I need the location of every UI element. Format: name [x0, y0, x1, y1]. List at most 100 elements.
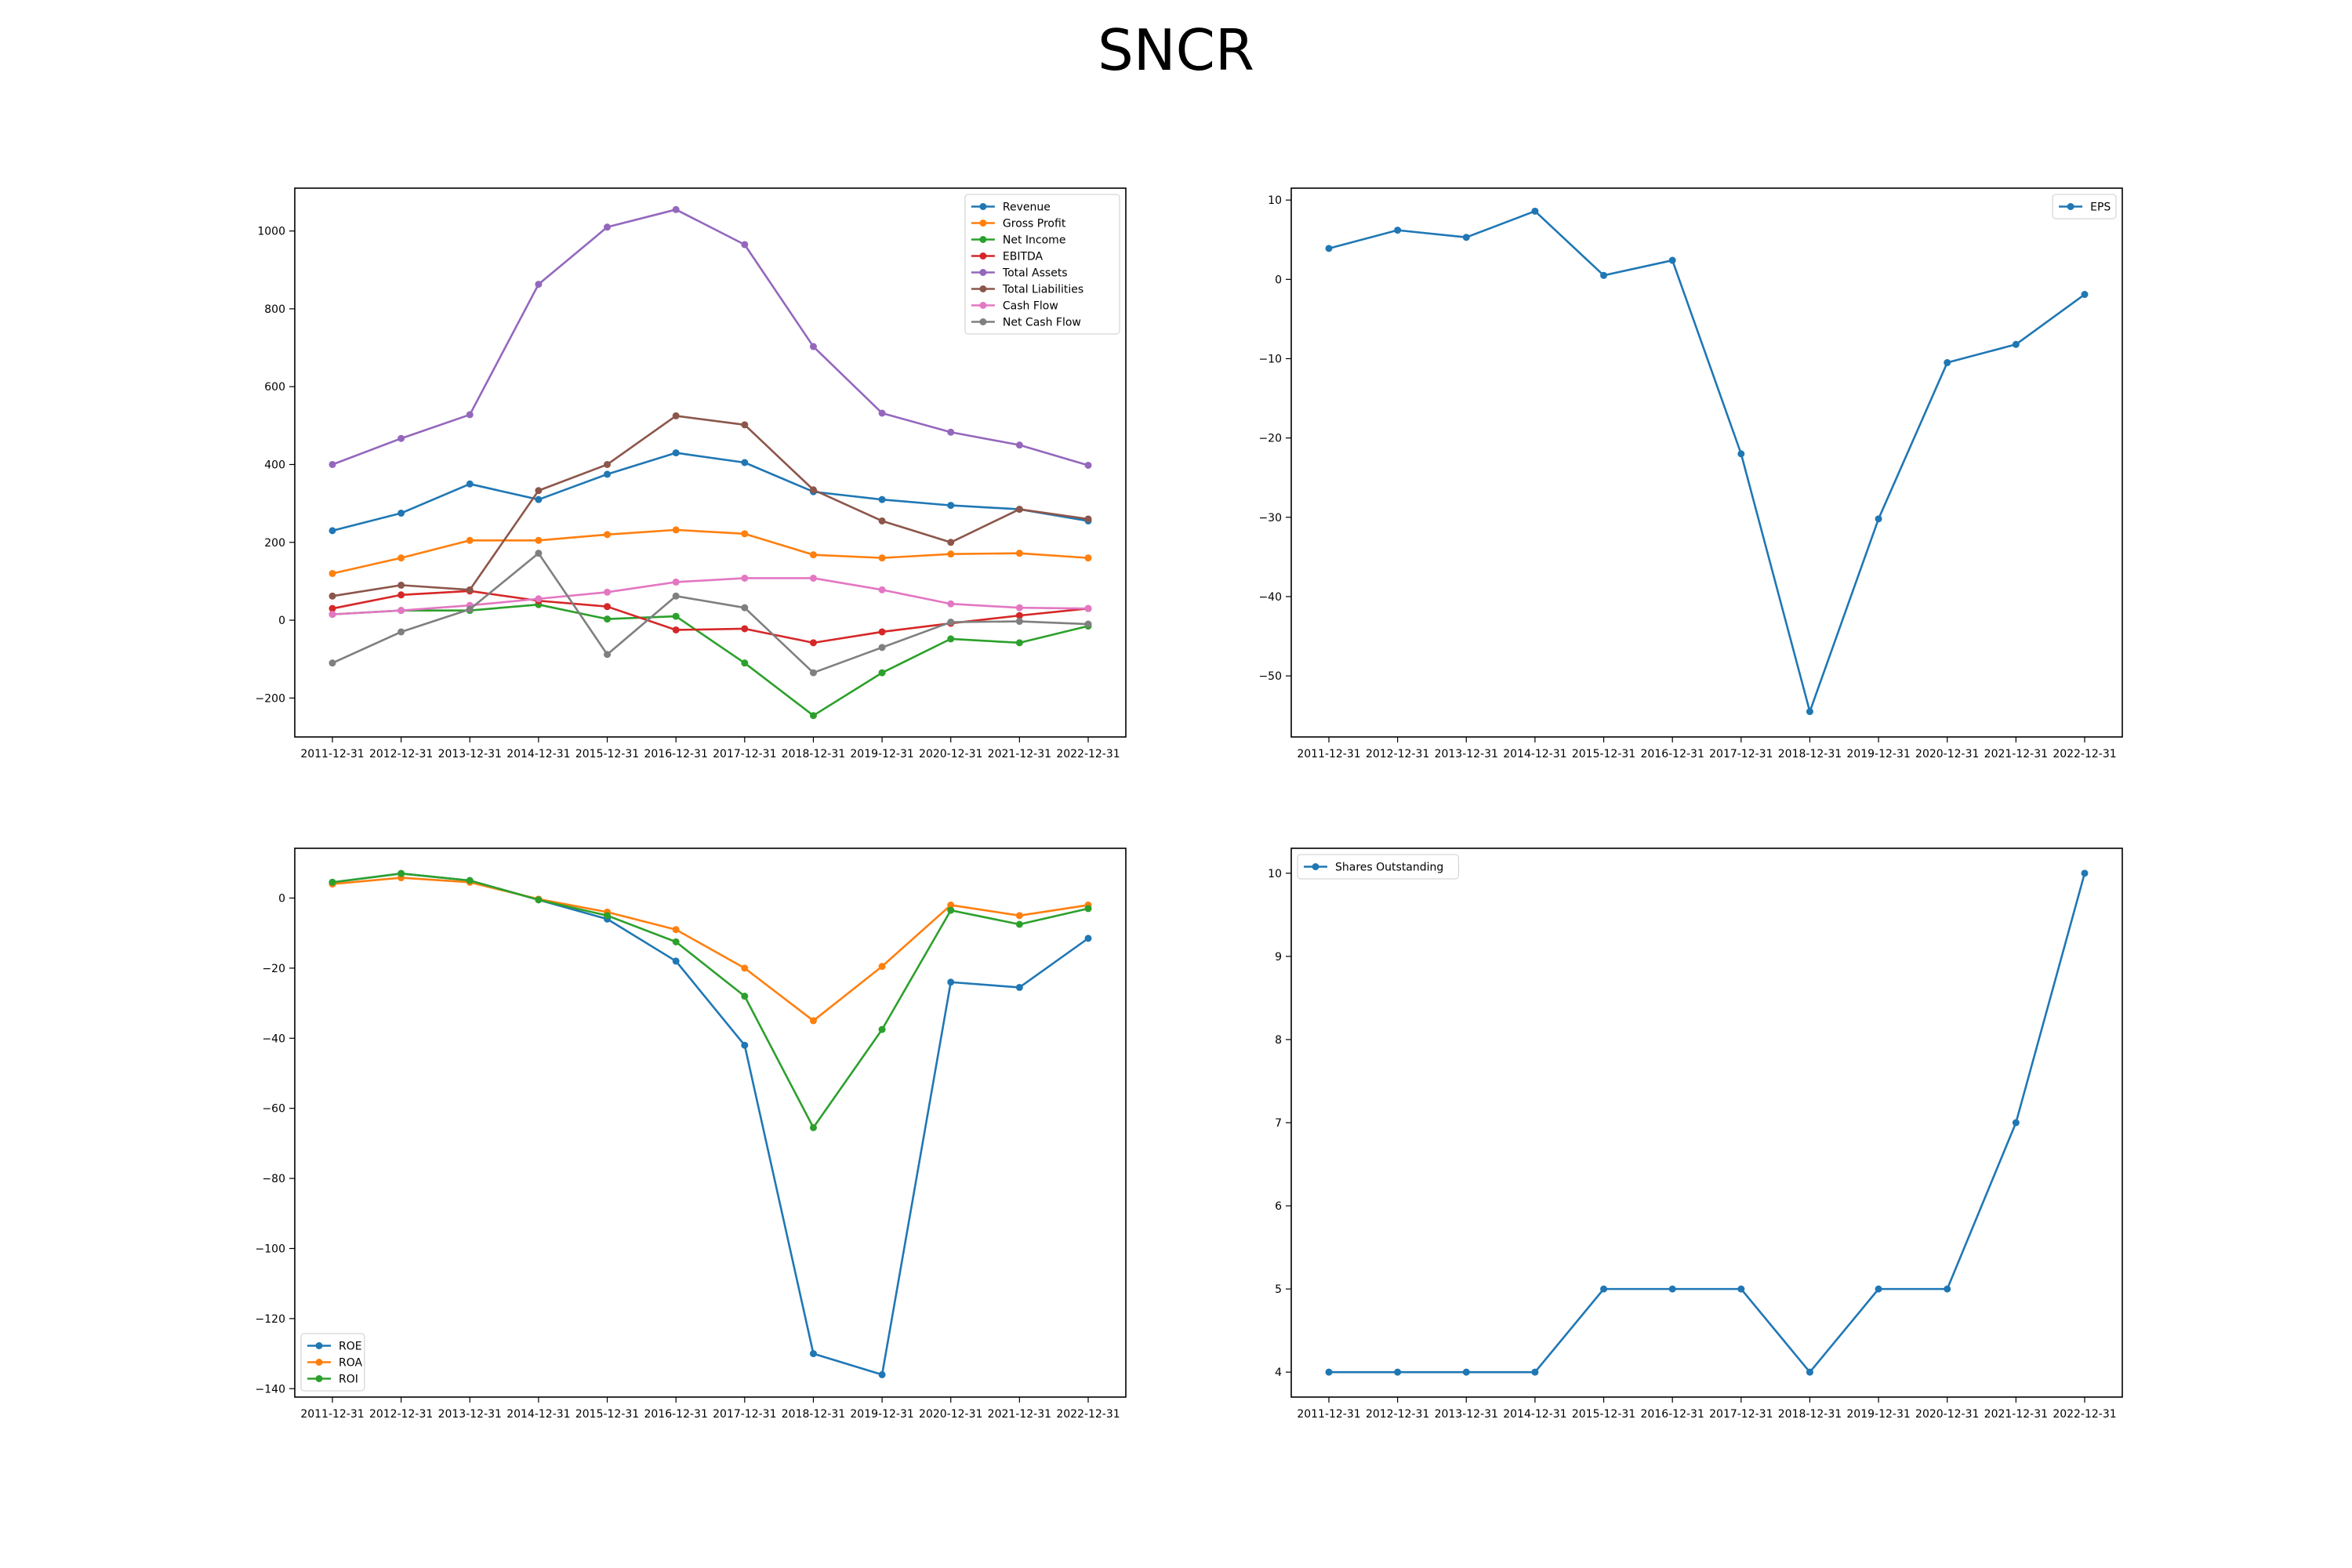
x-tick-label: 2016-12-31 [644, 748, 707, 760]
data-point [328, 604, 336, 612]
x-tick-label: 2013-12-31 [1435, 748, 1498, 760]
x-tick-label: 2018-12-31 [782, 1408, 845, 1421]
x-tick-label: 2021-12-31 [988, 748, 1051, 760]
data-point [878, 1025, 886, 1033]
y-tick-label: −30 [1258, 512, 1282, 524]
plot-frame [1290, 848, 2123, 1398]
series-line [332, 577, 1089, 615]
legend-label: EPS [2090, 201, 2111, 214]
legend-marker [315, 1359, 323, 1366]
data-point [397, 628, 405, 636]
series-roe [328, 869, 1092, 1378]
data-point [604, 588, 612, 596]
legend-box [1297, 854, 1459, 880]
x-tick-label: 2017-12-31 [1709, 1408, 1773, 1421]
data-point [809, 1017, 817, 1025]
x-tick-label: 2022-12-31 [2053, 748, 2116, 760]
data-point [1015, 550, 1023, 557]
x-tick-label: 2013-12-31 [1435, 1408, 1498, 1421]
x-tick-label: 2020-12-31 [919, 748, 982, 760]
data-point [672, 526, 680, 534]
y-tick-label: 400 [264, 459, 285, 471]
data-point [535, 281, 543, 289]
legend: Revenue Gross Profit Net Income EBITDA Total… [964, 194, 1120, 335]
y-tick-label: −20 [1258, 433, 1282, 445]
data-point [741, 530, 749, 538]
y-tick-label: 800 [264, 303, 285, 316]
legend-marker [979, 236, 987, 243]
x-tick-label: 2014-12-31 [506, 748, 570, 760]
data-point [1600, 271, 1608, 279]
data-point [672, 957, 680, 965]
data-point [397, 434, 405, 442]
data-point [1944, 1285, 1951, 1293]
data-point [1668, 256, 1676, 264]
y-tick-label: 1000 [257, 226, 285, 238]
data-point [1084, 515, 1092, 523]
data-point [466, 411, 474, 419]
x-tick-label: 2022-12-31 [1056, 1408, 1120, 1421]
x-tick-label: 2017-12-31 [713, 1408, 776, 1421]
plot-frame [1290, 187, 2123, 738]
legend-label: ROE [339, 1341, 362, 1353]
data-point [1084, 620, 1092, 628]
data-point [604, 651, 612, 659]
data-point [1806, 708, 1813, 716]
data-point [1084, 461, 1092, 469]
x-tick-label: 2017-12-31 [713, 748, 776, 760]
data-point [947, 428, 955, 436]
x-tick-label: 2019-12-31 [1846, 748, 1910, 760]
data-point [672, 449, 680, 457]
data-point [1394, 227, 1402, 234]
series-line [1328, 210, 2085, 713]
data-point [535, 896, 543, 904]
data-point [809, 574, 817, 582]
data-point [947, 906, 955, 914]
data-point [809, 1123, 817, 1131]
x-tick-label: 2014-12-31 [1503, 748, 1566, 760]
data-point [1875, 1285, 1882, 1293]
data-point [1015, 612, 1023, 619]
data-point [397, 581, 405, 589]
chart-4: 2011-12-31 2012-12-31 2013-12-31 2014-12-31… [1268, 848, 2123, 1421]
x-tick-label: 2020-12-31 [1915, 748, 1979, 760]
x-tick-label: 2016-12-31 [1640, 1408, 1704, 1421]
data-point [672, 412, 680, 419]
data-point [604, 223, 612, 231]
data-point [328, 659, 336, 667]
y-tick-label: −120 [256, 1313, 285, 1326]
x-tick-label: 2015-12-31 [575, 748, 639, 760]
data-point [947, 635, 955, 643]
chart-1: 2011-12-31 2012-12-31 2013-12-31 2014-12-31… [256, 187, 1127, 760]
x-tick-label: 2014-12-31 [506, 1408, 570, 1421]
data-point [1015, 983, 1023, 991]
data-point [604, 470, 612, 478]
data-point [947, 539, 955, 546]
y-tick-label: −40 [262, 1033, 285, 1045]
x-tick-label: 2011-12-31 [1297, 748, 1360, 760]
y-tick-label: 0 [278, 892, 285, 905]
data-point [741, 625, 749, 633]
data-point [741, 993, 749, 1000]
data-point [1015, 920, 1023, 928]
data-point [466, 586, 474, 593]
x-tick-label: 2018-12-31 [1778, 1408, 1842, 1421]
legend-marker [2067, 203, 2074, 210]
data-point [535, 595, 543, 603]
data-point [535, 487, 543, 495]
legend-label: Net Cash Flow [1003, 317, 1081, 329]
data-point [878, 517, 886, 524]
data-point [1668, 1285, 1676, 1293]
plot-frame [294, 187, 1127, 738]
y-tick-label: 5 [1275, 1283, 1282, 1296]
data-point [2012, 1119, 2020, 1127]
x-tick-label: 2012-12-31 [369, 1408, 433, 1421]
data-point [1944, 359, 1951, 367]
data-point [672, 626, 680, 633]
y-tick-label: −20 [262, 963, 285, 975]
data-point [1531, 1368, 1539, 1376]
legend: Shares Outstanding [1297, 854, 1459, 880]
data-point [604, 531, 612, 539]
series-line [332, 209, 1089, 466]
legend-marker [979, 220, 987, 227]
